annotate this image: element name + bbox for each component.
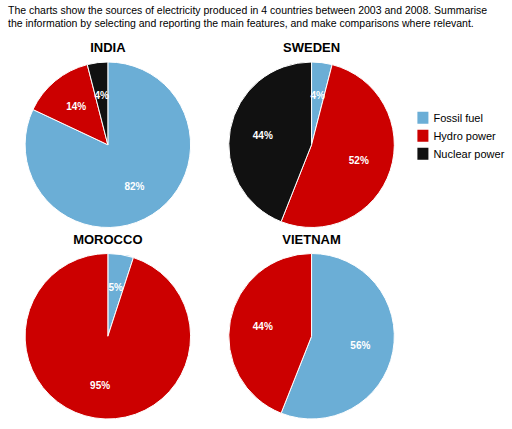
legend-label: Fossil fuel — [433, 112, 483, 124]
pie-panel: INDIA 82% 14% 4% — [25, 40, 191, 228]
slice — [229, 254, 312, 414]
slice — [25, 254, 191, 420]
data-label: 14% — [66, 101, 86, 112]
data-label: 95% — [90, 380, 110, 391]
legend: Fossil fuel Hydro power Nuclear power — [417, 112, 504, 160]
data-label: 56% — [350, 340, 370, 351]
slices — [229, 62, 395, 228]
pie-panel: VIETNAM 56% 44% — [229, 232, 395, 420]
slices — [229, 254, 395, 420]
title-group: The charts show the sources of electrici… — [8, 4, 487, 29]
pie-title: INDIA — [90, 40, 126, 55]
legend-label: Hydro power — [433, 130, 496, 142]
legend-swatch — [417, 112, 428, 124]
data-label: 4% — [94, 90, 109, 101]
slice — [229, 62, 312, 222]
data-label: 44% — [253, 130, 273, 141]
chart: The charts show the sources of electrici… — [0, 0, 512, 429]
data-labels: 5% 95% — [90, 282, 123, 391]
slice — [87, 62, 108, 145]
legend-label: Nuclear power — [433, 148, 504, 160]
title: the information by selecting and reporti… — [8, 17, 474, 29]
data-labels: 82% 14% 4% — [66, 90, 144, 192]
title: The charts show the sources of electrici… — [8, 4, 487, 16]
slices — [25, 62, 191, 228]
data-label: 5% — [108, 282, 123, 293]
slice — [25, 62, 191, 228]
slices — [25, 254, 191, 420]
legend-swatch — [417, 130, 428, 142]
data-label: 82% — [124, 181, 144, 192]
data-label: 52% — [349, 155, 369, 166]
data-labels: 4% 52% 44% — [253, 90, 369, 166]
pie-title: SWEDEN — [283, 40, 340, 55]
legend-swatch — [417, 148, 428, 160]
pie-panel: MOROCCO 5% 95% — [25, 232, 191, 420]
pie-panel: SWEDEN 4% 52% 44% — [229, 40, 395, 228]
data-labels: 56% 44% — [253, 321, 371, 351]
pie-title: VIETNAM — [282, 232, 341, 247]
data-label: 4% — [311, 90, 326, 101]
pie-title: MOROCCO — [73, 232, 142, 247]
data-label: 44% — [253, 321, 273, 332]
